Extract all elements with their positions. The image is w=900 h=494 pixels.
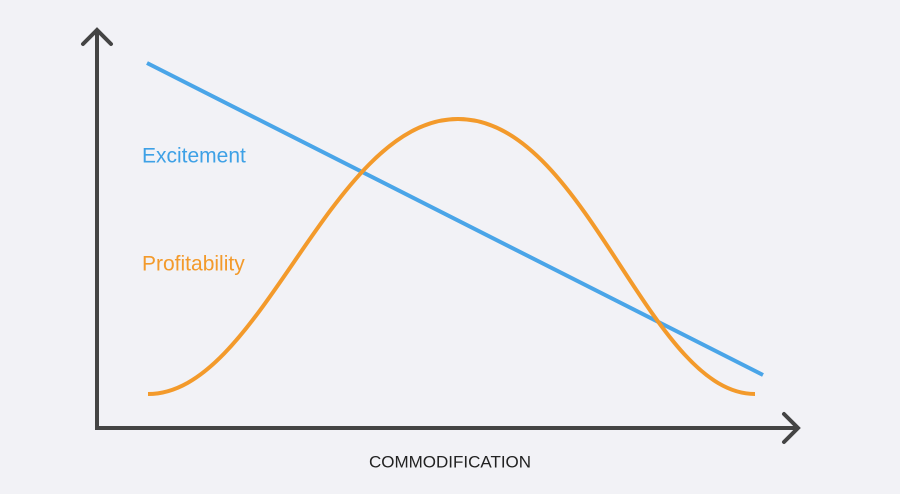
profitability-curve	[147, 116, 756, 396]
profitability-label: Profitability	[142, 253, 245, 276]
y-axis-arrow	[81, 27, 113, 46]
x-axis-arrow	[782, 412, 801, 444]
x-axis-label: COMMODIFICATION	[369, 452, 531, 471]
axes	[95, 30, 796, 430]
excitement-label: Excitement	[142, 145, 246, 168]
